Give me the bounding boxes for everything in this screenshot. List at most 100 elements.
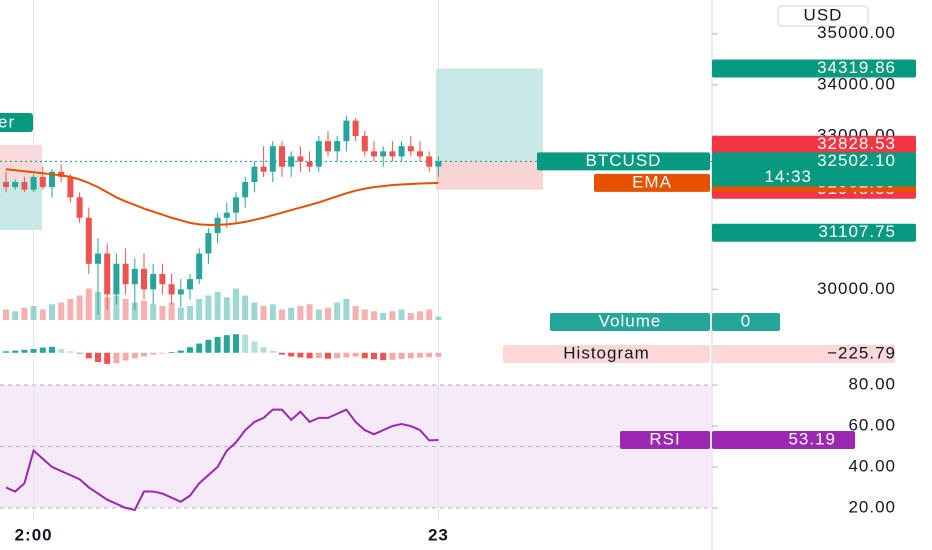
volume-bar <box>39 309 46 320</box>
rsi-name-text: RSI <box>649 429 680 448</box>
volume-bar <box>417 311 423 320</box>
histogram-badge <box>712 345 895 363</box>
histogram-bar <box>315 352 322 358</box>
position-stop <box>436 161 543 190</box>
volume-bar <box>233 288 239 320</box>
last-price-name <box>537 152 710 171</box>
candle-body <box>352 120 359 136</box>
candle-body <box>122 263 129 285</box>
histogram-bar <box>21 349 28 353</box>
volume-bar <box>49 304 55 320</box>
candle-body <box>177 289 184 295</box>
volume-bar <box>177 307 184 320</box>
volume-bar <box>131 302 138 320</box>
candle-body <box>242 181 249 198</box>
histogram-bar <box>343 352 350 358</box>
histogram-bar <box>279 352 285 355</box>
histogram-bar <box>306 352 313 359</box>
candle-body <box>187 279 193 290</box>
volume-bar <box>67 299 74 320</box>
volume-bar <box>251 302 258 320</box>
candle-body <box>113 263 120 295</box>
candle-body <box>95 253 101 264</box>
candle-body <box>85 217 92 264</box>
volume-bar <box>380 313 387 320</box>
candle-body <box>426 156 433 167</box>
candle-body <box>334 141 341 152</box>
target-badge-label: 34319.86 <box>817 58 896 77</box>
histogram-bar <box>260 347 267 353</box>
volume-name-text: Volume <box>599 311 662 330</box>
currency-label[interactable]: USD <box>804 5 843 24</box>
volume-bar <box>325 307 331 320</box>
x-tick-label: 2:00 <box>15 525 53 544</box>
last-price-label: 32502.10 <box>817 151 896 170</box>
volume-bar <box>334 302 341 320</box>
candle-body <box>76 197 83 218</box>
volume-label: 0 <box>741 311 751 330</box>
histogram-bar <box>214 337 221 353</box>
candle-body <box>159 273 166 285</box>
candle-body <box>371 151 377 157</box>
volume-bar <box>269 304 276 320</box>
candle-body <box>39 176 46 188</box>
candle-body <box>279 146 285 167</box>
candle-body <box>361 135 368 152</box>
histogram-bar <box>150 352 157 355</box>
candle-body <box>435 161 442 167</box>
candle-body <box>398 146 405 157</box>
volume-bar <box>315 309 322 320</box>
rsi-line <box>5 408 439 512</box>
histogram-bar <box>223 335 230 353</box>
candle-body <box>288 156 295 167</box>
candle-body <box>30 176 37 190</box>
volume-badge <box>712 313 780 331</box>
candle-body <box>150 273 157 290</box>
candle-body <box>389 151 396 157</box>
histogram-bar <box>113 352 120 364</box>
volume-bar <box>343 299 350 320</box>
volume-bar <box>242 295 249 320</box>
volume-bar <box>389 311 396 320</box>
volume-bar <box>223 297 230 320</box>
histogram-bar <box>12 350 19 353</box>
level-badge <box>712 135 916 154</box>
candle-body <box>343 120 350 142</box>
volume-bar <box>21 307 28 320</box>
histogram-bar <box>297 352 304 358</box>
volume-bar <box>407 313 414 320</box>
y-tick-label: 34000.00 <box>817 74 896 93</box>
volume-bar <box>141 300 147 320</box>
volume-bar <box>260 306 267 320</box>
position-target <box>436 68 543 162</box>
candle-body <box>380 151 387 157</box>
histogram-bar <box>141 352 147 357</box>
last-price-name-text: BTCUSD <box>586 151 662 170</box>
candle-body <box>12 181 19 188</box>
volume-bar <box>297 306 304 320</box>
rsi-tick-label: 40.00 <box>848 456 896 475</box>
histogram-bar <box>435 352 442 357</box>
candle-body <box>131 268 138 285</box>
histogram-bar <box>288 352 295 357</box>
histogram-bar <box>39 347 46 353</box>
volume-bar <box>3 309 9 320</box>
histogram-bar <box>407 352 414 359</box>
candle-body <box>325 141 331 152</box>
level-badge <box>712 223 916 242</box>
volume-bar <box>122 299 129 320</box>
candle-body <box>49 171 55 188</box>
histogram-bar <box>426 352 433 358</box>
histogram-bar <box>233 334 239 353</box>
rsi-badge <box>712 430 855 449</box>
x-tick-label: 23 <box>428 525 449 544</box>
histogram-bar <box>76 352 83 354</box>
candle-body <box>104 253 111 295</box>
level-badge-label: 31107.75 <box>818 222 896 241</box>
rsi-name <box>620 430 710 449</box>
y-tick-label: 30000.00 <box>817 279 896 298</box>
histogram-bar <box>361 352 368 359</box>
histogram-badge-label: −225.79 <box>827 343 896 362</box>
volume-bar <box>12 311 19 320</box>
currency-button[interactable] <box>777 5 869 27</box>
